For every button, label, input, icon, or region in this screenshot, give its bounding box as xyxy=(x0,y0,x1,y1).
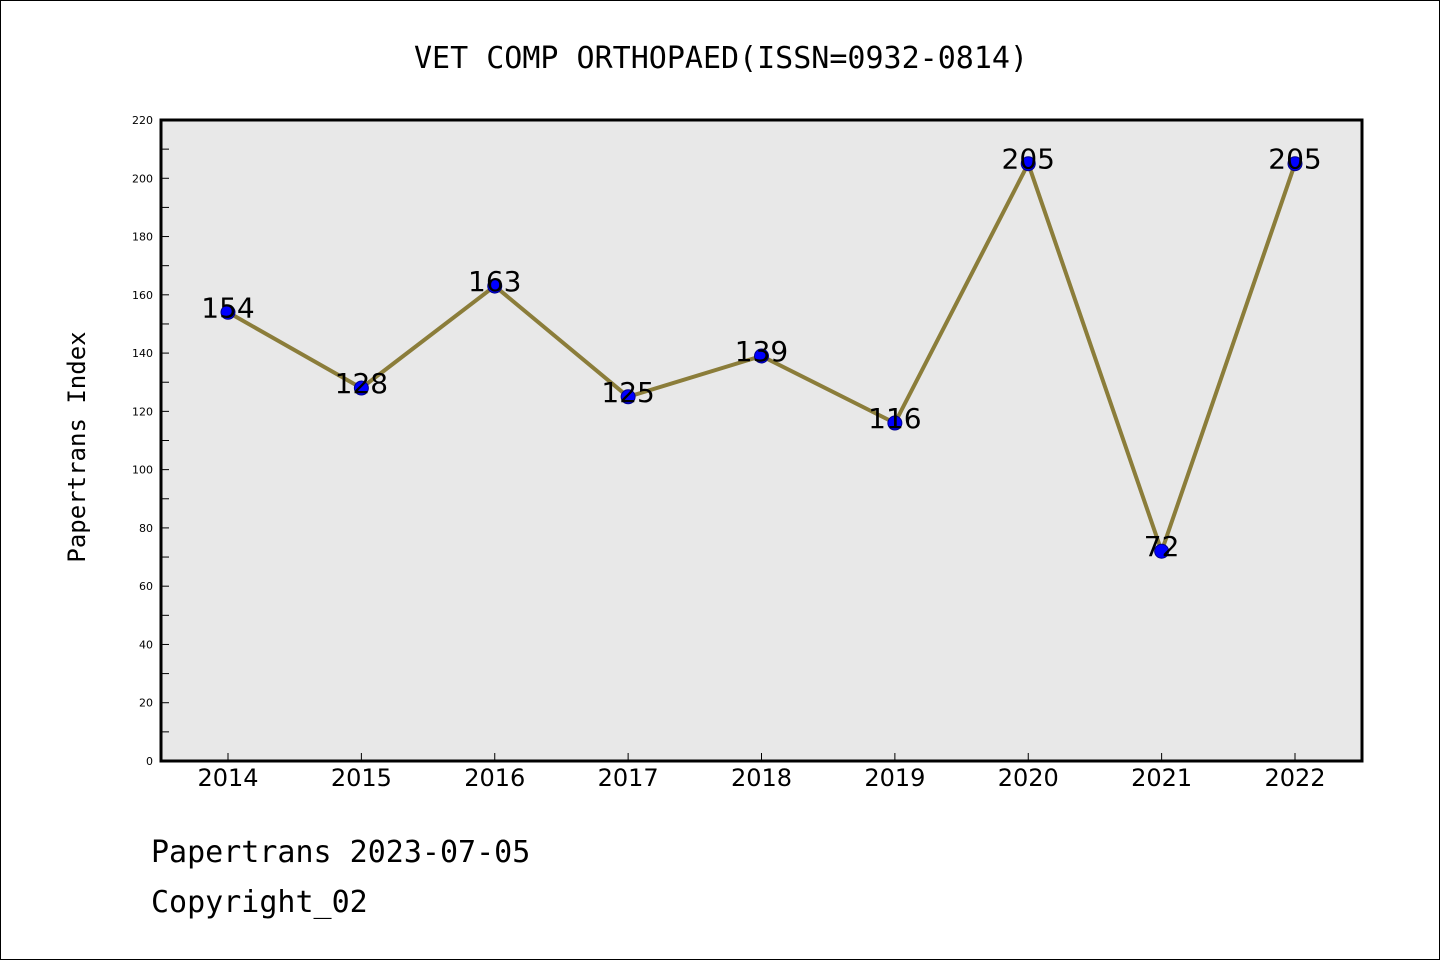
x-axis: 2014 2015 2016 2017 2018 2019 2020 2021 2022 xyxy=(197,753,1326,792)
x-tick-label: 2019 xyxy=(864,764,925,792)
data-label: 128 xyxy=(335,367,388,400)
data-label: 205 xyxy=(1002,143,1055,176)
data-point xyxy=(220,304,236,320)
footer-copyright: Copyright_02 xyxy=(151,885,368,920)
y-axis-label: Papertrans Index xyxy=(63,331,91,562)
y-tick-label: 80 xyxy=(139,522,153,535)
y-tick-label: 220 xyxy=(132,114,153,127)
y-tick-label: 60 xyxy=(139,580,153,593)
data-label: 139 xyxy=(735,335,788,368)
y-tick-label: 20 xyxy=(139,697,153,710)
y-tick-label: 120 xyxy=(132,405,153,418)
y-tick-label: 140 xyxy=(132,347,153,360)
data-label: 154 xyxy=(201,291,254,324)
x-tick-label: 2018 xyxy=(731,764,792,792)
x-tick-label: 2020 xyxy=(998,764,1059,792)
y-tick-label: 40 xyxy=(139,638,153,651)
footer-date: Papertrans 2023-07-05 xyxy=(151,835,531,870)
series-group xyxy=(220,156,1303,559)
data-point xyxy=(754,348,769,364)
y-tick-label: 180 xyxy=(132,231,153,244)
x-tick-label: 2014 xyxy=(197,764,258,792)
data-label: 116 xyxy=(868,402,921,435)
data-point xyxy=(353,380,369,396)
y-axis: 0 20 40 60 80 100 120 140 160 180 200 220 xyxy=(132,114,169,768)
plot-area xyxy=(159,118,1364,763)
data-point xyxy=(1287,156,1303,172)
x-tick-label: 2015 xyxy=(331,764,392,792)
x-tick-label: 2017 xyxy=(598,764,659,792)
y-tick-label: 200 xyxy=(132,172,153,185)
data-label: 163 xyxy=(468,265,521,298)
y-tick-label: 100 xyxy=(132,464,153,477)
chart-title: VET COMP ORTHOPAED(ISSN=0932-0814) xyxy=(414,41,1028,76)
data-label: 205 xyxy=(1268,143,1321,176)
data-label: 125 xyxy=(601,376,654,409)
x-tick-label: 2016 xyxy=(464,764,525,792)
y-tick-label: 0 xyxy=(146,755,153,768)
data-point xyxy=(1154,543,1170,559)
x-tick-label: 2022 xyxy=(1264,764,1325,792)
data-point xyxy=(887,415,903,431)
x-tick-label: 2021 xyxy=(1131,764,1192,792)
y-tick-label: 160 xyxy=(132,289,153,302)
data-point xyxy=(487,278,503,294)
data-labels: 154 128 163 125 139 116 205 72 205 xyxy=(201,143,1321,564)
data-point xyxy=(620,389,636,405)
data-label: 72 xyxy=(1144,530,1180,563)
data-point xyxy=(1020,156,1036,172)
